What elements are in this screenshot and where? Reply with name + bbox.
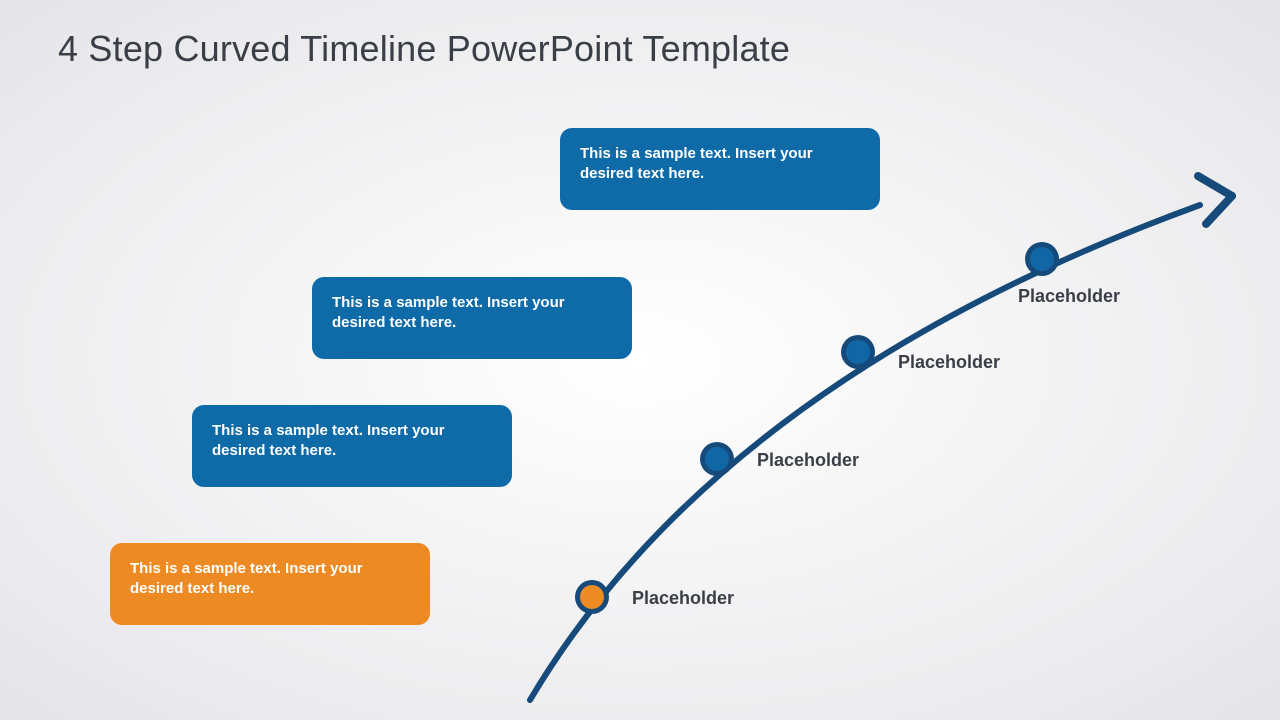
callout-step-4: This is a sample text. Insert your desir… [560,128,880,210]
callout-step-2: This is a sample text. Insert your desir… [192,405,512,487]
timeline-node-inner-3 [846,340,870,364]
slide: 4 Step Curved Timeline PowerPoint Templa… [0,0,1280,720]
node-label-1: Placeholder [632,588,734,609]
timeline-curve [530,205,1200,700]
node-label-2: Placeholder [757,450,859,471]
timeline-node-inner-2 [705,447,729,471]
timeline-node-inner-4 [1030,247,1054,271]
timeline-node-inner-1 [580,585,604,609]
callout-step-1: This is a sample text. Insert your desir… [110,543,430,625]
node-label-4: Placeholder [1018,286,1120,307]
callout-step-3: This is a sample text. Insert your desir… [312,277,632,359]
node-label-3: Placeholder [898,352,1000,373]
arrowhead-icon [1198,176,1232,224]
